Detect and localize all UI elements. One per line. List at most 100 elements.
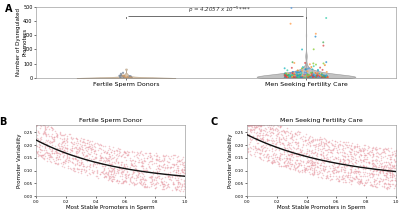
Point [114,150,121,153]
Point [322,176,329,180]
Text: p = 4.2057 x 10$^{-5}$****: p = 4.2057 x 10$^{-5}$**** [188,5,251,15]
Point [274,134,280,138]
Point [291,146,297,150]
Point [86,164,93,168]
Point [166,175,173,179]
Point [161,188,167,191]
Point [343,143,349,146]
Point [175,171,182,175]
Point [247,147,254,150]
Point [348,167,354,170]
Point [329,138,335,141]
Point [337,157,343,160]
Point [48,134,54,138]
Point [333,174,339,178]
Point [118,154,124,158]
Point [360,148,366,152]
Point [116,164,122,168]
Point [162,176,168,179]
Point [328,151,334,154]
Point [370,145,376,148]
Point [280,143,287,147]
Point [103,158,110,161]
Point [308,135,315,138]
Point [164,183,170,186]
Point [328,151,335,155]
Point [168,165,174,169]
Point [116,180,122,183]
Point [296,161,303,164]
Point [318,76,324,80]
Point [40,130,47,134]
Point [118,174,125,177]
Point [37,147,43,151]
Point [387,153,393,157]
Point [362,164,369,168]
Point [370,177,377,181]
Point [176,173,182,177]
Point [392,179,398,182]
Point [97,172,104,176]
Point [254,135,260,138]
Point [102,174,108,178]
Point [165,172,172,175]
Point [292,132,298,135]
Point [296,71,302,74]
Point [38,154,45,157]
Point [380,185,387,189]
Point [334,169,340,173]
Point [91,144,97,147]
Point [256,155,262,158]
Point [356,172,362,175]
Point [66,133,72,136]
Point [276,147,282,150]
Point [169,175,176,179]
Point [139,159,145,163]
Point [65,158,71,162]
Point [364,148,370,152]
Point [381,165,388,169]
Point [350,177,357,181]
Point [112,174,118,177]
Point [369,158,376,161]
Point [147,151,154,155]
Point [149,156,155,159]
Point [312,75,319,78]
Point [90,148,97,151]
Point [323,157,329,160]
Point [358,180,364,183]
Point [60,139,67,143]
Point [160,179,167,183]
Point [345,154,352,158]
Point [361,172,367,176]
Point [289,71,296,75]
Point [64,156,70,160]
Point [264,138,270,141]
Point [294,70,301,74]
Point [66,158,72,162]
Point [163,172,170,176]
Point [392,184,398,187]
Point [350,157,356,161]
Point [261,123,268,126]
Point [302,166,308,169]
Point [288,129,294,133]
Point [292,161,298,165]
Point [392,148,399,152]
Point [57,157,64,161]
Point [302,135,308,138]
Point [391,176,398,179]
Point [308,71,314,75]
Point [82,143,88,147]
Point [356,158,363,162]
Point [35,152,42,155]
Point [49,155,55,159]
Point [87,139,94,143]
Point [309,148,315,152]
Point [357,148,364,152]
Point [127,76,134,80]
Point [92,153,99,156]
Point [69,160,75,164]
Point [338,169,344,172]
Point [108,172,114,175]
